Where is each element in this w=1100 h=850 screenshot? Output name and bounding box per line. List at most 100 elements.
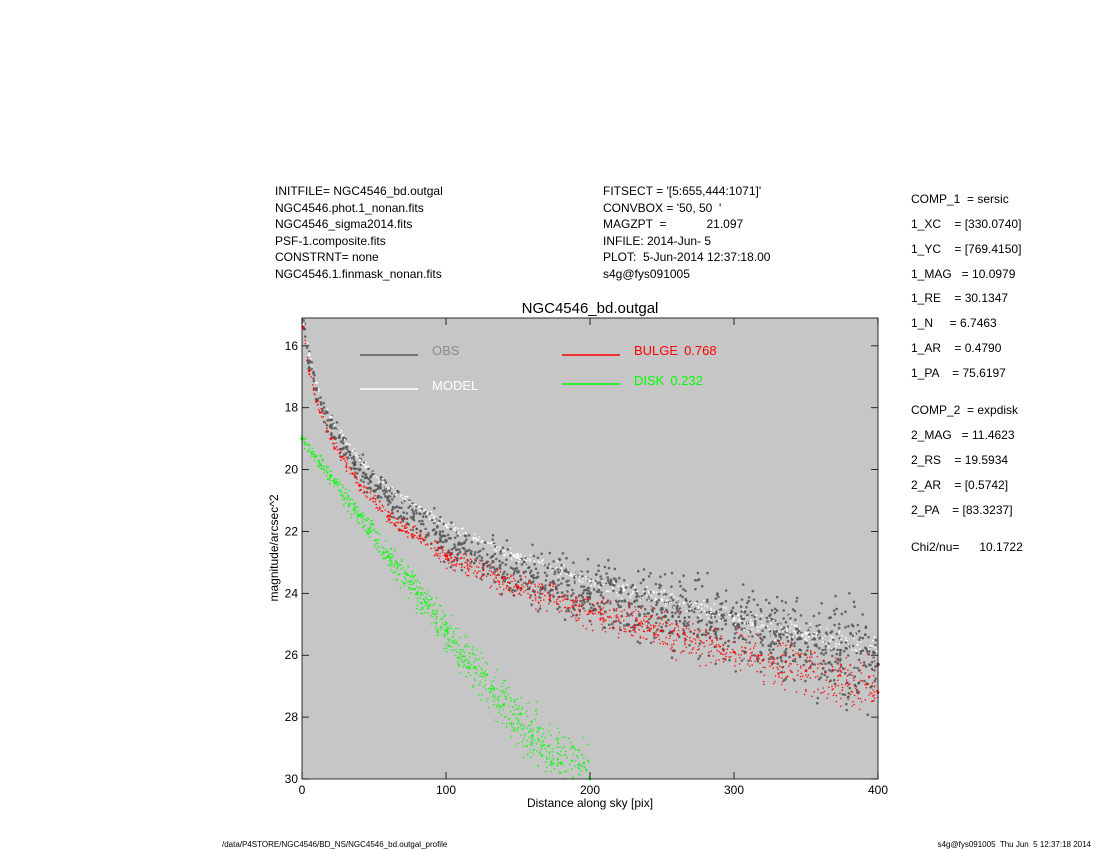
obs-sample-point xyxy=(316,397,320,401)
disk-sample-point xyxy=(513,698,515,701)
obs-sample-point xyxy=(464,549,468,553)
bulge-sample-point xyxy=(628,602,630,604)
obs-sample-point xyxy=(513,589,517,592)
bulge-sample-point xyxy=(791,671,793,674)
bulge-sample-point xyxy=(552,585,554,587)
obs-sample-point xyxy=(659,608,663,612)
disk-sample-point xyxy=(350,517,352,519)
bulge-sample-point xyxy=(762,666,765,669)
obs-sample-point xyxy=(557,578,560,582)
disk-sample-point xyxy=(439,626,442,628)
bulge-sample-point xyxy=(458,563,461,566)
model-sample-point xyxy=(372,471,374,474)
obs-sample-point xyxy=(329,433,333,437)
bulge-sample-point xyxy=(638,622,640,624)
bulge-sample-point xyxy=(807,667,810,670)
disk-sample-point xyxy=(528,724,530,727)
bulge-sample-point xyxy=(399,528,401,531)
obs-sample-point xyxy=(720,627,724,631)
bulge-sample-point xyxy=(695,636,698,638)
disk-sample-point xyxy=(477,674,480,677)
obs-sample-point xyxy=(469,561,472,565)
obs-sample-point xyxy=(565,556,568,560)
bulge-sample-point xyxy=(771,655,774,658)
disk-sample-point xyxy=(396,564,399,566)
bulge-sample-point xyxy=(654,625,657,627)
model-sample-point xyxy=(361,462,363,465)
obs-sample-point xyxy=(817,646,821,650)
bulge-sample-point xyxy=(658,624,660,627)
bulge-sample-point xyxy=(608,616,610,619)
model-sample-point xyxy=(498,549,501,551)
bulge-sample-point xyxy=(639,637,642,639)
model-sample-point xyxy=(507,554,510,556)
disk-sample-point xyxy=(378,533,381,535)
y-tick-label: 28 xyxy=(285,710,299,724)
model-sample-point xyxy=(869,645,871,647)
disk-sample-point xyxy=(475,672,478,674)
disk-sample-point xyxy=(539,751,541,753)
model-sample-point xyxy=(582,577,584,580)
bulge-point xyxy=(358,483,361,487)
bulge-sample-point xyxy=(381,510,384,512)
bulge-sample-point xyxy=(794,658,797,660)
bulge-sample-point xyxy=(846,682,848,684)
disk-sample-point xyxy=(319,455,321,457)
bulge-sample-point xyxy=(569,607,571,609)
obs-sample-point xyxy=(856,666,859,670)
bulge-sample-point xyxy=(715,644,718,646)
obs-sample-point xyxy=(782,626,786,629)
obs-sample-point xyxy=(450,560,454,564)
model-sample-point xyxy=(700,607,703,610)
obs-sample-point xyxy=(378,484,382,487)
bulge-sample-point xyxy=(333,438,335,440)
obs-sample-point xyxy=(724,599,728,603)
bulge-sample-point xyxy=(837,684,840,687)
bulge-sample-point xyxy=(825,679,828,681)
disk-sample-point xyxy=(465,666,468,669)
bulge-sample-point xyxy=(709,637,711,640)
obs-sample-point xyxy=(740,621,744,625)
bulge-sample-point xyxy=(513,594,515,597)
obs-sample-point xyxy=(561,552,565,555)
model-sample-point xyxy=(732,612,735,614)
disk-sample-point xyxy=(509,697,512,699)
model-sample-point xyxy=(838,643,841,646)
obs-sample-point xyxy=(322,406,326,409)
model-sample-point xyxy=(666,599,668,602)
model-sample-point xyxy=(446,526,449,529)
bulge-sample-point xyxy=(556,598,559,601)
model-sample-point xyxy=(318,389,321,392)
disk-sample-point xyxy=(549,761,552,764)
obs-sample-point xyxy=(840,641,843,644)
bulge-sample-point xyxy=(317,403,319,406)
infile-date-line: INFILE: 2014-Jun- 5 xyxy=(603,233,712,248)
bulge-sample-point xyxy=(873,697,876,699)
bulge-sample-point xyxy=(601,600,603,602)
obs-sample-point xyxy=(817,630,821,633)
model-sample-point xyxy=(472,538,475,540)
bulge-sample-point xyxy=(801,652,803,655)
bulge-sample-point xyxy=(859,697,862,700)
model-sample-point xyxy=(751,612,753,615)
disk-sample-point xyxy=(449,638,452,641)
disk-sample-point xyxy=(461,650,464,653)
bulge-sample-point xyxy=(855,685,858,688)
disk-sample-point xyxy=(361,519,364,521)
disk-sample-point xyxy=(391,556,393,558)
model-sample-point xyxy=(404,496,407,498)
bulge-sample-point xyxy=(672,629,675,632)
model-sample-point xyxy=(738,619,740,622)
bulge-sample-point xyxy=(571,599,574,602)
bulge-sample-point xyxy=(851,705,853,707)
obs-sample-point xyxy=(788,655,791,659)
obs-sample-point xyxy=(613,577,616,580)
disk-sample-point xyxy=(532,729,534,731)
disk-sample-point xyxy=(435,623,438,625)
obs-sample-point xyxy=(759,617,762,621)
bulge-sample-point xyxy=(672,650,675,653)
bulge-sample-point xyxy=(649,615,652,618)
obs-sample-point xyxy=(322,420,326,424)
disk-sample-point xyxy=(556,752,559,754)
bulge-sample-point xyxy=(481,579,484,581)
